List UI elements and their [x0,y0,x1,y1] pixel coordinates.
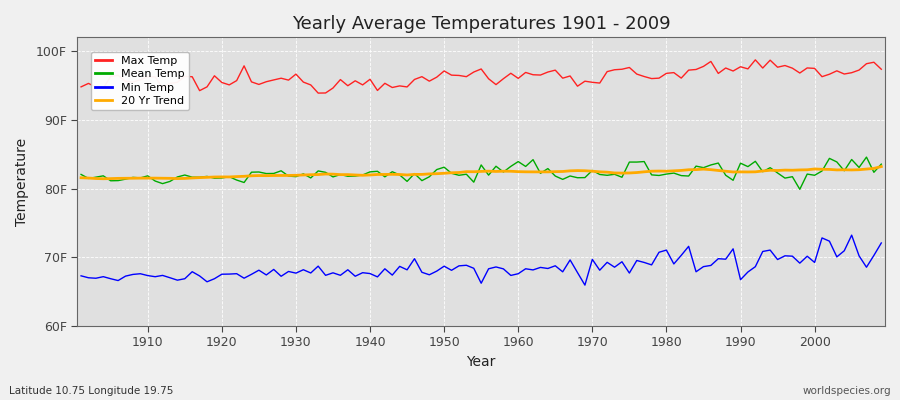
Legend: Max Temp, Mean Temp, Min Temp, 20 Yr Trend: Max Temp, Mean Temp, Min Temp, 20 Yr Tre… [91,52,189,110]
Text: worldspecies.org: worldspecies.org [803,386,891,396]
Y-axis label: Temperature: Temperature [15,138,29,226]
X-axis label: Year: Year [466,355,496,369]
Title: Yearly Average Temperatures 1901 - 2009: Yearly Average Temperatures 1901 - 2009 [292,15,670,33]
Text: Latitude 10.75 Longitude 19.75: Latitude 10.75 Longitude 19.75 [9,386,174,396]
